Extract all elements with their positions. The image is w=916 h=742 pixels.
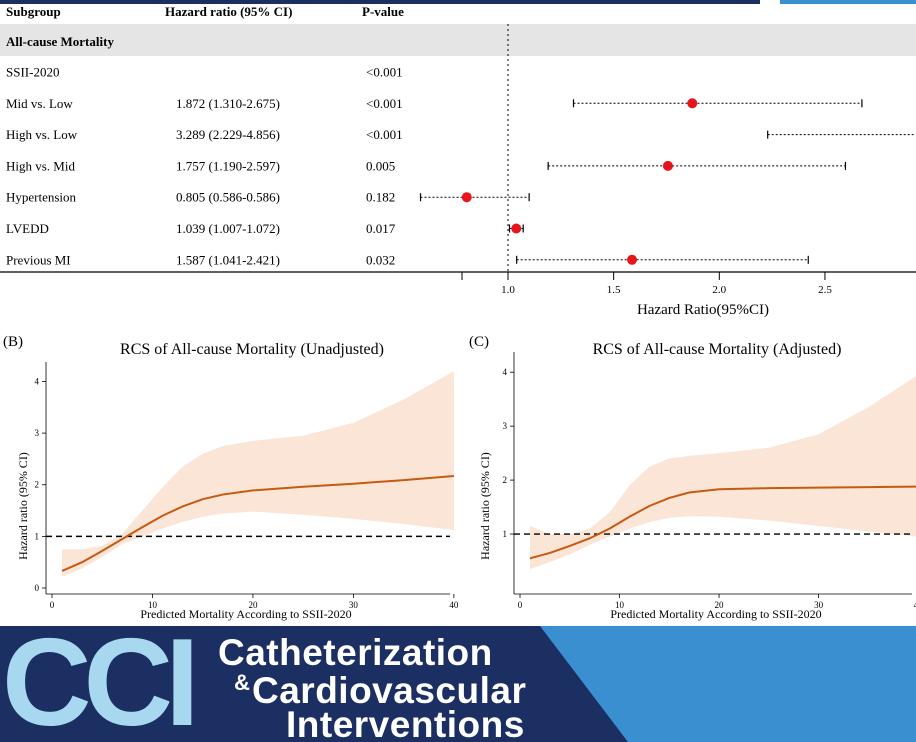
x-tick-label: 1.0: [501, 284, 515, 296]
forest-x-axis: 1.01.52.02.53.03.54.04.5: [461, 272, 832, 296]
row-label: High vs. Low: [6, 127, 78, 142]
x-tick-label: 2.5: [818, 284, 832, 296]
confidence-band: [529, 376, 916, 570]
rcs-c-title: RCS of All-cause Mortality (Adjusted): [593, 341, 842, 358]
row-p-value: <0.001: [366, 96, 403, 111]
hr-point: [627, 254, 638, 265]
row-label: High vs. Mid: [6, 158, 75, 173]
header-subgroup: Subgroup: [6, 4, 61, 19]
x-tick-label: 40: [449, 600, 459, 610]
y-tick-label: 4: [35, 376, 40, 386]
x-tick-label: 1.5: [607, 284, 621, 296]
hr-point: [461, 192, 472, 203]
y-tick-label: 0: [35, 583, 40, 593]
row-label: Previous MI: [6, 252, 71, 267]
top-accent-bar: [0, 0, 916, 4]
y-tick-label: 3: [35, 428, 40, 438]
row-hazard-ratio: 1.872 (1.310-2.675): [176, 96, 280, 111]
y-tick-label: 1: [503, 529, 508, 539]
forest-rows: SSII-2020 <0.001 Mid vs. Low 1.872 (1.310-2…: [6, 65, 403, 268]
row-p-value: <0.001: [366, 127, 403, 142]
header-p-value: P-value: [362, 4, 404, 19]
row-hazard-ratio: 0.805 (0.586-0.586): [176, 190, 280, 205]
journal-name-ampersand: &: [234, 670, 251, 695]
journal-name-line3: Interventions: [286, 704, 525, 742]
x-tick-label: 30: [814, 600, 824, 610]
journal-name-line2: Cardiovascular: [252, 670, 527, 711]
hr-point: [687, 98, 698, 109]
journal-name-line1: Catheterization: [218, 632, 493, 673]
row-label: LVEDD: [6, 221, 49, 236]
confidence-band: [62, 371, 454, 577]
row-hazard-ratio: 1.587 (1.041-2.421): [176, 252, 280, 267]
y-tick-label: 2: [503, 475, 508, 485]
rcs-adjusted-chart: (C) RCS of All-cause Mortality (Adjusted…: [469, 334, 916, 621]
x-tick-label: 10: [615, 600, 625, 610]
row-label: Hypertension: [6, 190, 77, 205]
y-tick-label: 3: [503, 421, 508, 431]
panel-label-b: (B): [3, 334, 23, 350]
row-label: SSII-2020: [6, 65, 59, 80]
banner-dark-area: [0, 626, 628, 742]
rcs-b-title: RCS of All-cause Mortality (Unadjusted): [120, 341, 384, 358]
rcs-c-y-axis-label: Hazard ratio (95% CI): [478, 452, 492, 560]
banner-background: [0, 626, 916, 742]
row-hazard-ratio: 1.757 (1.190-2.597): [176, 158, 280, 173]
row-p-value: 0.032: [366, 252, 395, 267]
row-p-value: <0.001: [366, 65, 403, 80]
y-tick-label: 2: [35, 480, 40, 490]
hazard-curve: [529, 485, 916, 560]
forest-x-axis-label: Hazard Ratio(95%CI): [637, 302, 769, 318]
x-tick-label: 20: [715, 600, 725, 610]
rcs-b-x-axis-label: Predicted Mortality According to SSII-20…: [140, 607, 351, 621]
top-bar-dark: [0, 0, 760, 4]
x-tick-label: 0: [518, 600, 523, 610]
rcs-c-plot-area: 0 10 20 30 40 1 2 3 4: [503, 352, 916, 610]
row-hazard-ratio: 3.289 (2.229-4.856): [176, 127, 280, 142]
y-tick-label: 1: [35, 531, 40, 541]
section-band: [0, 24, 916, 56]
forest-marks: [419, 98, 915, 265]
x-tick-label: 2.0: [712, 284, 726, 296]
panel-label-c: (C): [469, 334, 489, 350]
forest-plot: Subgroup Hazard ratio (95% CI) P-value A…: [0, 4, 916, 318]
hazard-curve: [61, 474, 454, 572]
row-label: Mid vs. Low: [6, 96, 73, 111]
hr-point: [511, 223, 522, 234]
y-tick-label: 4: [503, 367, 508, 377]
row-hazard-ratio: 1.039 (1.007-1.072): [176, 221, 280, 236]
x-tick-label: 0: [50, 600, 55, 610]
row-p-value: 0.182: [366, 190, 395, 205]
row-p-value: 0.017: [366, 221, 396, 236]
header-hazard-ratio: Hazard ratio (95% CI): [165, 4, 292, 19]
rcs-c-x-axis-label: Predicted Mortality According to SSII-20…: [610, 607, 821, 621]
x-tick-label: 20: [248, 600, 258, 610]
section-label: All-cause Mortality: [6, 34, 114, 49]
row-p-value: 0.005: [366, 158, 395, 173]
rcs-unadjusted-chart: (B) RCS of All-cause Mortality (Unadjust…: [3, 334, 459, 621]
hr-point: [662, 160, 673, 171]
rcs-b-y-axis-label: Hazard ratio (95% CI): [16, 452, 30, 560]
journal-banner: CCI Catheterization & Cardiovascular Int…: [0, 626, 916, 742]
x-tick-label: 40: [914, 600, 916, 610]
x-tick-label: 30: [349, 600, 359, 610]
rcs-b-plot-area: 0 10 20 30 40 0 1 2 3 4: [35, 362, 459, 610]
top-bar-light: [780, 0, 916, 4]
journal-logo-cci: CCI: [2, 626, 200, 742]
x-tick-label: 10: [148, 600, 158, 610]
